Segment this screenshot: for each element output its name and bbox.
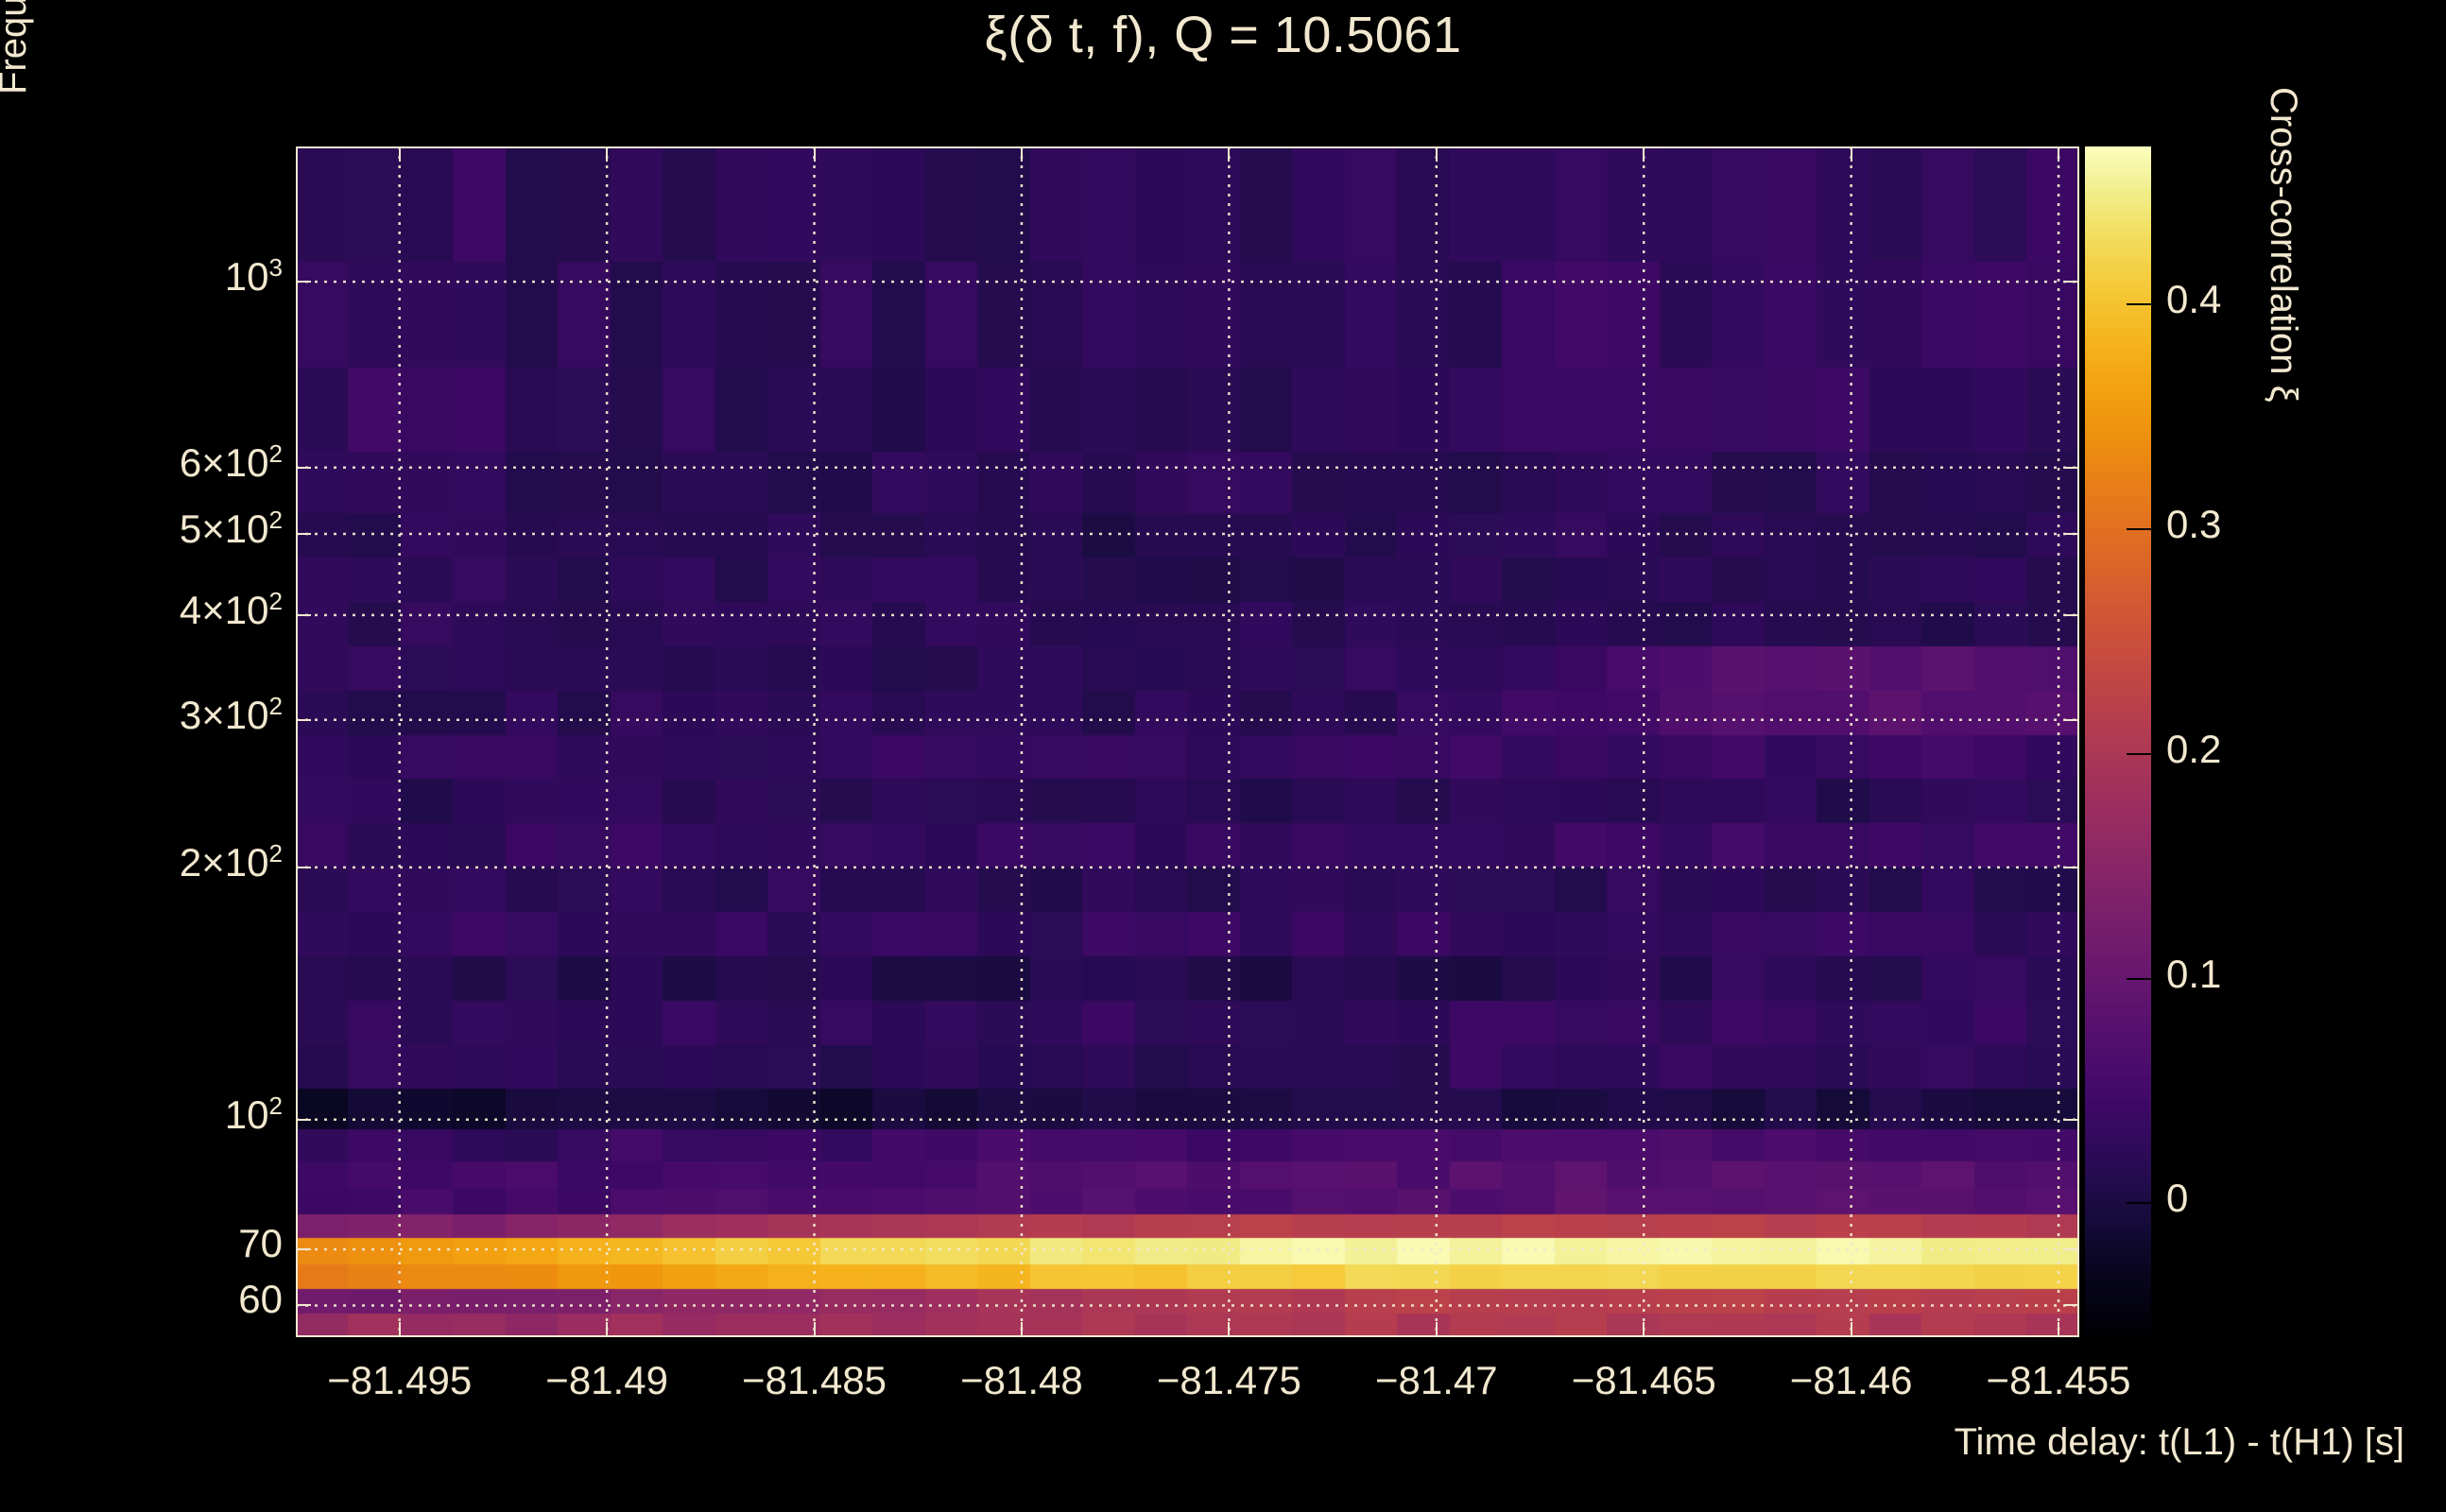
axis-tick-mark	[1435, 146, 1438, 162]
x-tick-label: −81.49	[545, 1358, 668, 1402]
z-tick-label: 0.1	[2166, 951, 2222, 996]
z-tick-label: 0.4	[2166, 277, 2222, 322]
z-tick-mark	[2127, 752, 2151, 755]
z-tick-mark	[2127, 1202, 2151, 1205]
axis-tick-mark	[296, 866, 311, 868]
y-tick-label: 2×102	[179, 838, 283, 885]
page-title: ξ(δ t, f), Q = 10.5061	[984, 7, 1462, 63]
axis-tick-mark	[606, 1322, 609, 1337]
z-tick-mark	[2127, 303, 2151, 306]
axis-tick-mark	[2058, 1322, 2060, 1337]
axis-tick-mark	[606, 146, 609, 162]
heatmap-plot-area	[296, 146, 2079, 1337]
axis-tick-mark	[2064, 718, 2079, 721]
axis-tick-mark	[296, 533, 311, 535]
y-tick-label: 103	[224, 253, 283, 300]
axis-tick-mark	[2064, 533, 2079, 535]
x-tick-label: −81.485	[742, 1358, 887, 1402]
colorbar	[2085, 146, 2151, 1337]
axis-tick-mark	[1643, 1322, 1645, 1337]
axis-tick-mark	[398, 146, 401, 162]
x-tick-label: −81.48	[960, 1358, 1083, 1402]
axis-tick-mark	[1850, 1322, 1852, 1337]
z-tick-label: 0.2	[2166, 726, 2222, 771]
axis-tick-mark	[1228, 1322, 1231, 1337]
axis-tick-mark	[2058, 146, 2060, 162]
x-tick-label: −81.47	[1374, 1358, 1498, 1402]
y-tick-label: 6×102	[179, 438, 283, 485]
axis-tick-mark	[1435, 1322, 1438, 1337]
y-tick-label: 3×102	[179, 691, 283, 737]
x-tick-label: −81.455	[1986, 1358, 2131, 1402]
x-tick-label: −81.46	[1789, 1358, 1913, 1402]
x-tick-label: −81.495	[327, 1358, 473, 1402]
axis-tick-mark	[2064, 1248, 2079, 1251]
x-axis-title: Time delay: t(L1) - t(H1) [s]	[1954, 1421, 2404, 1463]
axis-tick-mark	[813, 146, 816, 162]
colorbar-gradient	[2085, 146, 2151, 1337]
axis-tick-mark	[1850, 146, 1852, 162]
axis-tick-mark	[398, 1322, 401, 1337]
axis-tick-mark	[2064, 1304, 2079, 1307]
axis-tick-mark	[296, 613, 311, 616]
axis-tick-mark	[2064, 1118, 2079, 1121]
axis-tick-mark	[2064, 281, 2079, 284]
axis-tick-mark	[296, 1304, 311, 1307]
axis-tick-mark	[1228, 146, 1231, 162]
z-axis-title: Cross-correlation ξ	[2263, 87, 2304, 403]
axis-tick-mark	[296, 1248, 311, 1251]
axis-tick-mark	[2064, 866, 2079, 868]
axis-tick-mark	[296, 1118, 311, 1121]
z-tick-mark	[2127, 977, 2151, 980]
z-tick-mark	[2127, 528, 2151, 531]
x-tick-label: −81.475	[1156, 1358, 1301, 1402]
x-tick-label: −81.465	[1571, 1358, 1716, 1402]
y-tick-label: 102	[224, 1091, 283, 1137]
y-axis-title: Frequency [Hz]	[0, 0, 35, 94]
y-tick-label: 5×102	[179, 506, 283, 551]
axis-tick-mark	[296, 281, 311, 284]
z-tick-label: 0.3	[2166, 502, 2222, 547]
y-tick-label: 60	[238, 1277, 283, 1322]
axis-tick-mark	[296, 466, 311, 469]
axis-tick-mark	[1020, 1322, 1023, 1337]
axis-tick-mark	[296, 718, 311, 721]
axis-tick-mark	[2064, 613, 2079, 616]
axis-tick-mark	[1643, 146, 1645, 162]
axis-tick-mark	[813, 1322, 816, 1337]
axis-tick-mark	[2064, 466, 2079, 469]
axis-tick-mark	[1020, 146, 1023, 162]
heatmap-image	[296, 146, 2079, 1337]
y-tick-label: 4×102	[179, 586, 283, 632]
z-tick-label: 0	[2166, 1176, 2189, 1221]
y-tick-label: 70	[238, 1221, 283, 1266]
